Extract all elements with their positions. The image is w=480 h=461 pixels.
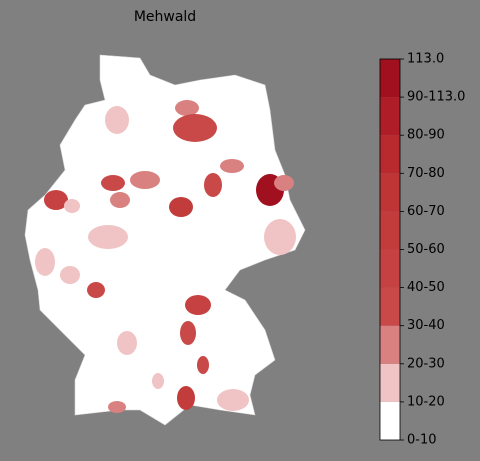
region xyxy=(169,197,193,217)
region xyxy=(60,266,80,284)
colorbar: 0-10 10-20 20-30 30-40 40-50 50-60 60-70 70-80 8… xyxy=(379,52,465,448)
region xyxy=(264,219,296,255)
region xyxy=(185,295,211,315)
region xyxy=(105,106,129,134)
colorbar-label: 40-50 xyxy=(407,280,445,295)
colorbar-label: 10-20 xyxy=(407,394,445,409)
colorbar-segment xyxy=(380,59,400,98)
colorbar-segment xyxy=(380,211,400,250)
colorbar-label: 70-80 xyxy=(407,166,445,181)
germany-map xyxy=(24,54,306,426)
region xyxy=(35,248,55,276)
region xyxy=(217,389,249,411)
region xyxy=(88,225,128,249)
colorbar-segment xyxy=(380,287,400,326)
map-title: Mehwald xyxy=(134,9,196,25)
colorbar-label: 30-40 xyxy=(407,318,445,333)
colorbar-segment xyxy=(380,173,400,212)
colorbar-segment xyxy=(380,325,400,364)
colorbar-label: 0-10 xyxy=(407,433,437,448)
region xyxy=(220,159,244,173)
colorbar-segment xyxy=(380,135,400,174)
region xyxy=(274,175,294,191)
region xyxy=(44,190,68,210)
region xyxy=(110,192,130,208)
colorbar-segment xyxy=(380,363,400,402)
region xyxy=(117,331,137,355)
colorbar-segment xyxy=(380,97,400,136)
region xyxy=(108,401,126,413)
region xyxy=(87,282,105,298)
region xyxy=(64,199,80,213)
region xyxy=(204,173,222,197)
colorbar-label: 60-70 xyxy=(407,204,445,219)
region xyxy=(175,100,199,116)
colorbar-label: 90-113.0 xyxy=(407,90,465,105)
colorbar-label: 50-60 xyxy=(407,242,445,257)
region xyxy=(101,175,125,191)
colorbar-label: 113.0 xyxy=(407,52,444,67)
colorbar-label: 80-90 xyxy=(407,128,445,143)
region xyxy=(130,171,160,189)
region xyxy=(180,321,196,345)
region xyxy=(197,356,209,374)
colorbar-label: 20-30 xyxy=(407,356,445,371)
region xyxy=(152,373,164,389)
colorbar-segment xyxy=(380,401,400,440)
colorbar-segment xyxy=(380,249,400,288)
region xyxy=(177,386,195,410)
country-outline xyxy=(24,54,306,426)
region xyxy=(173,114,217,142)
